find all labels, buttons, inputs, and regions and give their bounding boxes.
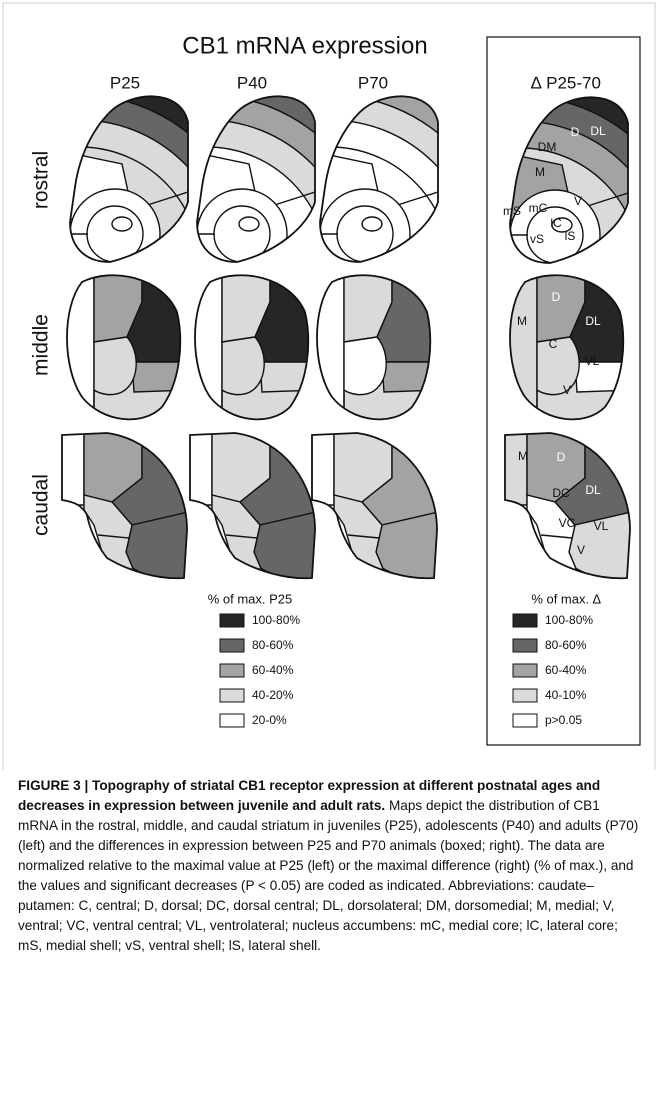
legend-swatch — [220, 664, 244, 677]
caption: FIGURE 3 | Topography of striatal CB1 re… — [18, 776, 640, 956]
brain-map — [52, 262, 202, 442]
region — [500, 267, 537, 422]
brain-map — [302, 262, 452, 442]
region — [307, 425, 334, 505]
brain-map — [180, 420, 330, 590]
map-regions — [495, 420, 645, 590]
page: CB1 mRNA expression P25 P40 P70 ∆ P25-70… — [0, 0, 659, 1099]
region — [362, 217, 382, 231]
region-label: DM — [538, 140, 557, 154]
region — [185, 267, 222, 422]
region-label: D — [557, 450, 566, 464]
legend-swatch — [220, 639, 244, 652]
column-header: ∆ P25-70 — [531, 73, 601, 92]
caption-body: Maps depict the distribution of CB1 mRNA… — [18, 798, 638, 953]
region — [94, 337, 136, 395]
figure: CB1 mRNA expression P25 P40 P70 ∆ P25-70… — [0, 0, 659, 770]
column-header: P40 — [237, 73, 267, 92]
row-label: caudal — [30, 474, 53, 536]
legend-label: 100-80% — [252, 613, 300, 627]
region-label: M — [517, 314, 527, 328]
region-border — [385, 254, 400, 270]
legend-swatch — [220, 689, 244, 702]
legend-label: 80-60% — [252, 638, 294, 652]
region — [185, 425, 212, 505]
legend-swatch — [513, 639, 537, 652]
region-border — [262, 254, 277, 270]
region-label: V — [577, 543, 585, 557]
map-regions — [52, 420, 202, 590]
region-label: mS — [503, 204, 521, 218]
legend-label: 60-40% — [252, 663, 294, 677]
legend-label: 100-80% — [545, 613, 593, 627]
brain-map — [495, 262, 645, 442]
region-label: mC — [529, 201, 548, 215]
region-label: vS — [530, 232, 544, 246]
region — [382, 362, 442, 392]
region-border — [135, 254, 150, 270]
region-label: V — [574, 194, 582, 208]
region-label: M — [535, 165, 545, 179]
legend-label: 20-0% — [252, 713, 287, 727]
region-label: VC — [559, 516, 576, 530]
brain-map — [180, 262, 330, 442]
region-label: DL — [590, 124, 606, 138]
legend-swatch — [220, 714, 244, 727]
figure-title: CB1 mRNA expression — [182, 32, 427, 59]
region-label: DC — [552, 486, 570, 500]
map-regions — [302, 420, 452, 590]
region-label: DL — [585, 483, 601, 497]
region — [260, 362, 320, 392]
legend-swatch — [513, 614, 537, 627]
region — [112, 217, 132, 231]
region — [500, 425, 527, 505]
region — [57, 425, 84, 505]
column-header: P70 — [358, 73, 388, 92]
legend-label: 40-20% — [252, 688, 294, 702]
region-border — [575, 255, 590, 271]
brain-map — [302, 420, 452, 590]
brain-map — [495, 420, 645, 590]
region-label: lS — [565, 229, 576, 243]
region-label: DL — [585, 314, 601, 328]
region-label: lC — [550, 216, 562, 230]
row-label: rostral — [30, 151, 53, 209]
legend-label: 40-10% — [545, 688, 587, 702]
region-label: VL — [594, 519, 609, 533]
row-label: middle — [30, 314, 53, 376]
region — [222, 337, 264, 395]
legend-swatch — [513, 714, 537, 727]
legend-swatch — [220, 614, 244, 627]
region — [537, 337, 579, 395]
legend-label: 60-40% — [545, 663, 587, 677]
legend-swatch — [513, 689, 537, 702]
region — [239, 217, 259, 231]
legend-label: 80-60% — [545, 638, 587, 652]
legend-swatch — [513, 664, 537, 677]
region-label: VL — [585, 354, 600, 368]
brain-map — [52, 420, 202, 590]
region — [57, 267, 94, 422]
legend-title: % of max. ∆ — [531, 591, 600, 606]
region-label: D — [571, 125, 580, 139]
column-header: P25 — [110, 73, 140, 92]
region-label: D — [552, 290, 561, 304]
region — [344, 337, 386, 395]
legend-label: p>0.05 — [545, 713, 582, 727]
region-label: V — [563, 383, 571, 397]
legend-title: % of max. P25 — [208, 591, 293, 606]
region — [307, 267, 344, 422]
map-regions — [180, 420, 330, 590]
region-label: M — [518, 449, 528, 463]
region-label: C — [549, 337, 558, 351]
region — [132, 362, 192, 392]
